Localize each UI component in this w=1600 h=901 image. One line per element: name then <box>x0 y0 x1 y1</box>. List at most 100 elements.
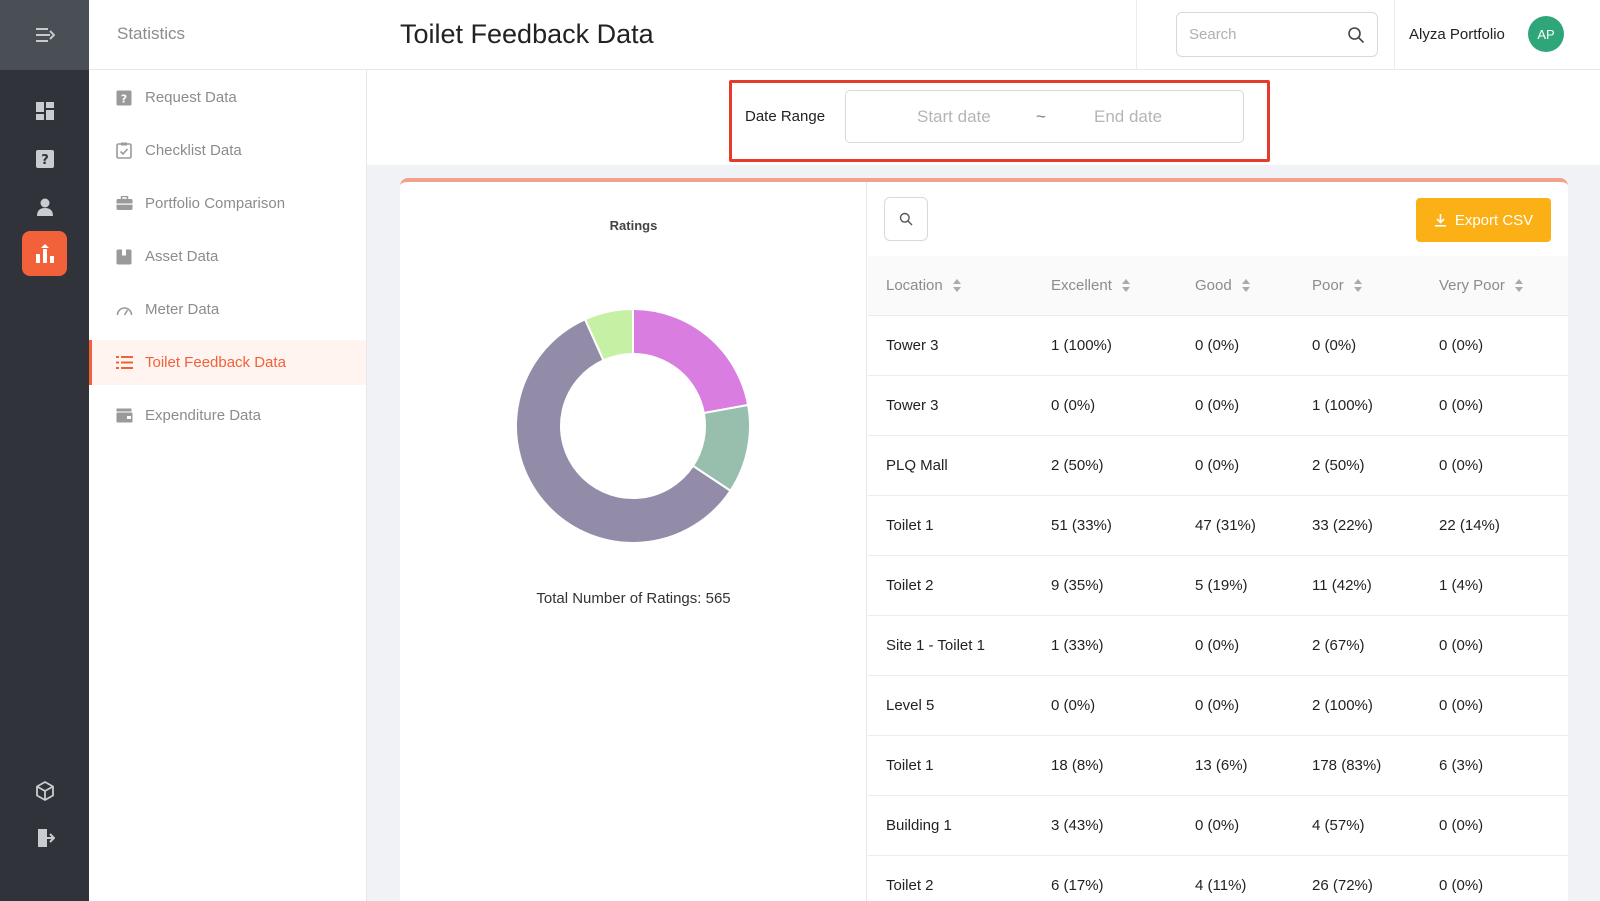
search-icon[interactable] <box>1347 26 1365 44</box>
menu-toggle-button[interactable] <box>0 0 89 70</box>
cell-location: Level 5 <box>868 675 1033 736</box>
cell-excellent: 0 (0%) <box>1033 375 1177 436</box>
cell-excellent: 1 (33%) <box>1033 615 1177 676</box>
cell-poor: 4 (57%) <box>1294 795 1421 856</box>
rail-requests-button[interactable]: ? <box>22 136 67 181</box>
sort-icon[interactable] <box>952 279 961 293</box>
rail-assets-button[interactable] <box>22 768 67 813</box>
box-icon <box>115 248 133 266</box>
sidebar-item-checklist-data[interactable]: Checklist Data <box>89 128 366 173</box>
cell-very-poor: 0 (0%) <box>1421 315 1568 376</box>
feedback-card: Ratings Total Number of Ratings: 565 Exp… <box>400 178 1568 901</box>
pie-slice-excellent[interactable] <box>632 307 750 415</box>
table-row: Toilet 1 51 (33%) 47 (31%) 33 (22%) 22 (14%) <box>868 495 1568 556</box>
sidebar-item-expenditure-data[interactable]: Expenditure Data <box>89 393 366 438</box>
rail-logout-button[interactable] <box>22 815 67 860</box>
cell-good: 0 (0%) <box>1177 615 1294 676</box>
sidebar-item-label: Meter Data <box>145 301 220 318</box>
table-search-button[interactable] <box>884 197 928 241</box>
icon-rail: ? <box>0 0 89 901</box>
cell-location: Building 1 <box>868 795 1033 856</box>
column-header-very-poor[interactable]: Very Poor <box>1421 256 1568 316</box>
cell-poor: 1 (100%) <box>1294 375 1421 436</box>
date-range-label: Date Range <box>745 108 826 125</box>
search-icon <box>899 212 913 226</box>
cell-excellent: 9 (35%) <box>1033 555 1177 616</box>
column-header-excellent[interactable]: Excellent <box>1033 256 1177 316</box>
cell-location: Site 1 - Toilet 1 <box>868 615 1033 676</box>
range-separator: ~ <box>1036 106 1046 126</box>
cell-poor: 2 (100%) <box>1294 675 1421 736</box>
sort-icon[interactable] <box>1241 279 1250 293</box>
column-header-poor[interactable]: Poor <box>1294 256 1421 316</box>
sort-icon[interactable] <box>1353 279 1362 293</box>
sidebar-item-label: Checklist Data <box>145 142 242 159</box>
cell-poor: 33 (22%) <box>1294 495 1421 556</box>
logout-icon <box>37 828 55 847</box>
column-header-label: Very Poor <box>1439 276 1505 294</box>
cell-excellent: 0 (0%) <box>1033 675 1177 736</box>
section-title: Statistics <box>117 24 186 43</box>
sidebar-item-request-data[interactable]: ? Request Data <box>89 75 366 120</box>
rail-statistics-button[interactable] <box>22 231 67 276</box>
cell-location: Toilet 2 <box>868 855 1033 901</box>
list-icon <box>115 354 133 372</box>
cell-very-poor: 6 (3%) <box>1421 735 1568 796</box>
statistics-icon <box>35 243 54 263</box>
cell-very-poor: 0 (0%) <box>1421 435 1568 496</box>
cell-good: 0 (0%) <box>1177 675 1294 736</box>
cell-very-poor: 0 (0%) <box>1421 855 1568 901</box>
cell-poor: 2 (67%) <box>1294 615 1421 676</box>
column-header-label: Good <box>1195 276 1232 294</box>
cell-location: Toilet 2 <box>868 555 1033 616</box>
question-square-icon: ? <box>115 89 133 107</box>
sidebar-item-meter-data[interactable]: Meter Data <box>89 287 366 332</box>
sort-icon[interactable] <box>1514 279 1523 293</box>
column-header-good[interactable]: Good <box>1177 256 1294 316</box>
start-date-input[interactable]: Start date <box>917 106 991 126</box>
end-date-input[interactable]: End date <box>1094 106 1163 126</box>
rail-users-button[interactable] <box>22 184 67 229</box>
dashboard-icon <box>35 101 54 120</box>
global-search-box[interactable] <box>1176 12 1378 57</box>
user-name[interactable]: Alyza Portfolio <box>1409 26 1505 43</box>
date-range-picker[interactable]: Start date ~ End date <box>845 90 1244 143</box>
sidebar-item-asset-data[interactable]: Asset Data <box>89 234 366 279</box>
menu-collapse-icon <box>35 28 55 42</box>
table-header-row: Location Excellent Good Poor Very Poor <box>868 256 1568 316</box>
cube-icon <box>35 780 54 801</box>
column-header-location[interactable]: Location <box>868 256 1033 316</box>
cell-good: 0 (0%) <box>1177 375 1294 436</box>
statistics-subnav: ? Request Data Checklist Data Portfolio … <box>89 70 367 901</box>
export-csv-button[interactable]: Export CSV <box>1416 198 1551 242</box>
sidebar-item-label: Request Data <box>145 89 237 106</box>
sidebar-item-label: Portfolio Comparison <box>145 195 286 212</box>
top-header: Statistics Toilet Feedback Data Alyza Po… <box>89 0 1600 70</box>
pie-slice-poor[interactable] <box>515 317 732 544</box>
total-ratings-label: Total Number of Ratings: 565 <box>536 590 731 607</box>
ratings-chart-panel: Ratings Total Number of Ratings: 565 <box>400 182 867 901</box>
avatar[interactable]: AP <box>1528 16 1564 52</box>
sidebar-item-portfolio-comparison[interactable]: Portfolio Comparison <box>89 181 366 226</box>
cell-good: 5 (19%) <box>1177 555 1294 616</box>
sort-icon[interactable] <box>1121 279 1130 293</box>
page-title: Toilet Feedback Data <box>400 19 654 49</box>
pie-slice-very-poor[interactable] <box>583 307 634 362</box>
sidebar-item-toilet-feedback-data[interactable]: Toilet Feedback Data <box>89 340 366 385</box>
sidebar-item-label: Expenditure Data <box>145 407 261 424</box>
cell-poor: 178 (83%) <box>1294 735 1421 796</box>
cell-very-poor: 0 (0%) <box>1421 795 1568 856</box>
cell-good: 13 (6%) <box>1177 735 1294 796</box>
rail-dashboard-button[interactable] <box>22 88 67 133</box>
cell-very-poor: 22 (14%) <box>1421 495 1568 556</box>
cell-poor: 11 (42%) <box>1294 555 1421 616</box>
global-search-input[interactable] <box>1189 26 1347 43</box>
column-header-label: Excellent <box>1051 276 1112 294</box>
cell-excellent: 51 (33%) <box>1033 495 1177 556</box>
download-icon <box>1434 214 1446 227</box>
cell-location: PLQ Mall <box>868 435 1033 496</box>
